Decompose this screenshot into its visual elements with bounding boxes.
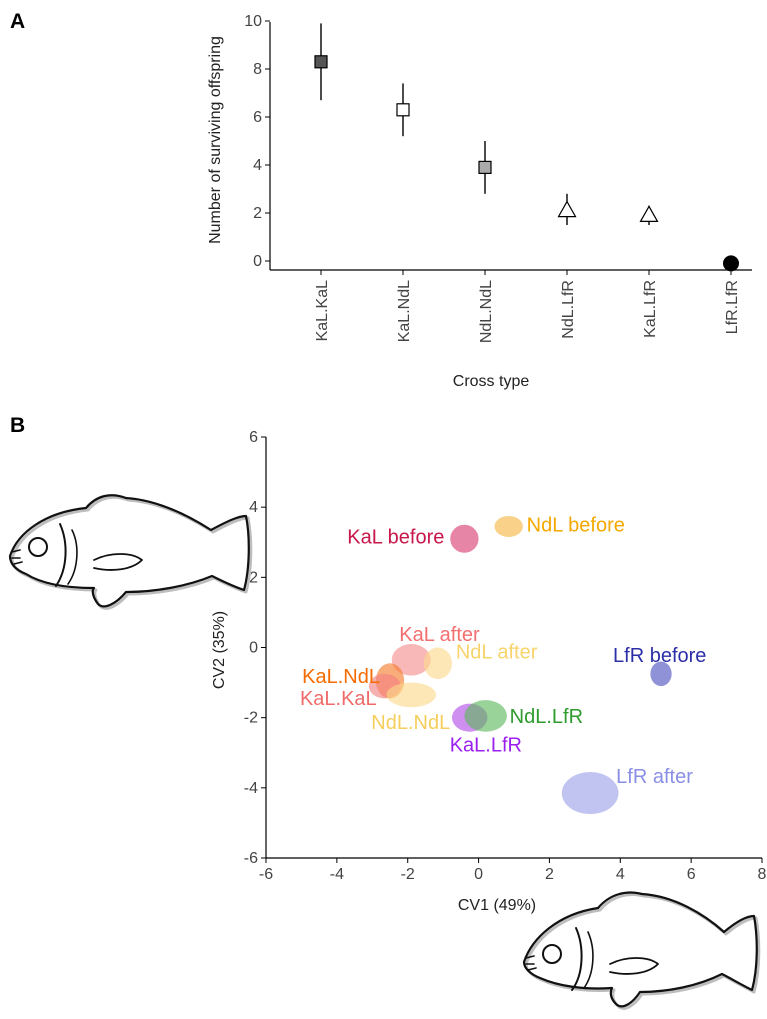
survival-plot-x-tick-label: NdL.NdL bbox=[478, 280, 495, 343]
survival-plot-y-tick-label: 8 bbox=[253, 61, 262, 78]
cv-plot-x-tick-label: 6 bbox=[687, 866, 696, 883]
cv-plot-group-label: NdL.LfR bbox=[510, 706, 583, 728]
cv-plot-group-label: NdL before bbox=[527, 514, 625, 536]
survival-plot-point bbox=[396, 103, 410, 117]
cv-plot-group-label: KaL.LfR bbox=[450, 735, 522, 757]
survival-plot-y-tick-label: 4 bbox=[253, 157, 262, 174]
cv-plot-group-label: KaL before bbox=[347, 527, 444, 549]
fish-outline-icon bbox=[522, 891, 761, 1010]
survival-plot-y-tick-label: 0 bbox=[253, 253, 262, 270]
cv-plot-group-ellipses bbox=[368, 515, 672, 815]
survival-plot-point bbox=[723, 255, 739, 272]
cv-plot-ellipse bbox=[391, 643, 431, 676]
cv-plot-y-tick-label: 4 bbox=[249, 499, 258, 516]
cv-plot-y-axis-title: CV2 (35%) bbox=[211, 611, 228, 689]
cv-plot-y-tick-label: 0 bbox=[249, 640, 258, 657]
cv-plot-ellipse bbox=[464, 700, 507, 732]
survival-plot-x-tick-label: KaL.NdL bbox=[396, 280, 413, 342]
cv-plot-x-axis-title: CV1 (49%) bbox=[458, 897, 536, 914]
cv-plot-y-tick-label: 6 bbox=[249, 429, 258, 446]
cv-plot-ticks: -6 -4 -2 0 2 4 6 -6 -4 -2 0 2 4 6 8 bbox=[244, 429, 767, 883]
survival-plot-y-tick-label: 2 bbox=[253, 205, 262, 222]
cv-plot-x-tick-label: -2 bbox=[401, 866, 415, 883]
cv-plot-group-label: KaL after bbox=[399, 624, 480, 646]
survival-plot-y-axis-title: Number of surviving offspring bbox=[207, 36, 224, 244]
cv-plot-x-tick-label: -4 bbox=[330, 866, 344, 883]
cv-plot-y-tick-label: 2 bbox=[249, 569, 258, 586]
cv-plot-group-label: KaL.KaL bbox=[300, 688, 377, 710]
survival-plot-x-tick-label: KaL.KaL bbox=[314, 280, 331, 341]
cv-plot-y-tick-label: -4 bbox=[244, 780, 258, 797]
survival-plot-point bbox=[639, 205, 659, 222]
cv-plot-group-label: NdL.NdL bbox=[371, 712, 450, 734]
survival-plot-y-tick-label: 6 bbox=[253, 109, 262, 126]
survival-plot-point bbox=[478, 160, 492, 174]
survival-plot-x-tick-label: NdL.LfR bbox=[560, 280, 577, 339]
survival-plot-axes bbox=[269, 22, 752, 271]
cv-plot-x-tick-label: 2 bbox=[545, 866, 554, 883]
cv-plot-ellipse bbox=[423, 647, 453, 680]
cv-plot-group-label: NdL after bbox=[456, 641, 538, 663]
survival-plot-point bbox=[314, 55, 328, 69]
cv-plot-ellipse bbox=[386, 682, 437, 708]
survival-plot-error-bars bbox=[320, 23, 650, 225]
panel-label-b: B bbox=[10, 414, 25, 437]
cv-plot-group-label: LfR after bbox=[616, 766, 693, 788]
survival-plot: 0 2 4 6 8 10 KaL.KaL KaL.NdL NdL.NdL NdL.LfR KaL.L… bbox=[207, 13, 752, 390]
survival-plot-points bbox=[314, 55, 739, 272]
cv-plot-x-tick-label: 8 bbox=[758, 866, 767, 883]
cv-plot-ellipse bbox=[494, 515, 523, 537]
fish-outline-icon bbox=[8, 494, 253, 610]
cv-plot-ellipse bbox=[650, 661, 672, 687]
survival-plot-y-tick-label: 10 bbox=[244, 13, 262, 30]
panel-label-a: A bbox=[10, 10, 25, 33]
survival-plot-x-tick-label: KaL.LfR bbox=[642, 280, 659, 338]
cv-plot-x-tick-label: -6 bbox=[259, 866, 273, 883]
survival-plot-ticks: 0 2 4 6 8 10 KaL.KaL KaL.NdL NdL.NdL NdL.LfR KaL.L… bbox=[244, 13, 741, 343]
cv-plot-x-tick-label: 4 bbox=[616, 866, 625, 883]
cv-plot-y-tick-label: -2 bbox=[244, 710, 258, 727]
cv-plot-group-label: KaL.NdL bbox=[302, 666, 380, 688]
cv-plot: -6 -4 -2 0 2 4 6 -6 -4 -2 0 2 4 6 8 KaL before NdL befo… bbox=[211, 429, 767, 914]
cv-plot-x-tick-label: 0 bbox=[474, 866, 483, 883]
cv-plot-y-tick-label: -6 bbox=[244, 850, 258, 867]
cv-plot-group-label: LfR before bbox=[613, 645, 706, 667]
survival-plot-x-axis-title: Cross type bbox=[453, 373, 530, 390]
survival-plot-x-tick-label: LfR.LfR bbox=[724, 280, 741, 334]
survival-plot-point bbox=[557, 200, 577, 218]
cv-plot-ellipse bbox=[450, 524, 479, 553]
cv-plot-ellipse bbox=[561, 772, 619, 815]
